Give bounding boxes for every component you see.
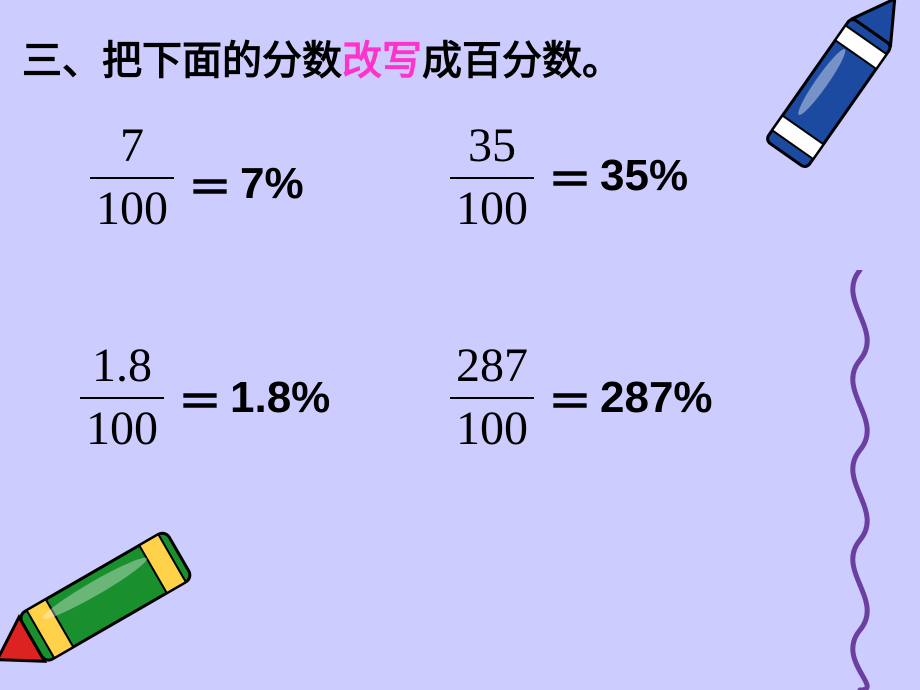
numerator: 35	[462, 120, 522, 173]
problem-1: 7 100 ＝ 7%	[90, 120, 304, 236]
problem-4: 287 100 ＝ 287%	[450, 340, 713, 456]
fraction-3: 1.8 100	[80, 340, 164, 456]
numerator: 7	[114, 120, 150, 173]
denominator: 100	[450, 403, 534, 456]
equals-sign: ＝	[178, 366, 222, 430]
problem-3: 1.8 100 ＝ 1.8%	[80, 340, 330, 456]
numerator: 1.8	[86, 340, 158, 393]
squiggle-icon	[830, 270, 890, 690]
title-post: 成百分数。	[422, 38, 622, 83]
fraction-bar	[450, 397, 534, 399]
denominator: 100	[450, 183, 534, 236]
percent-value: 287%	[600, 373, 713, 423]
page-title: 三、把下面的分数改写成百分数。	[22, 28, 622, 86]
percent-value: 35%	[600, 151, 688, 201]
fraction-bar	[450, 177, 534, 179]
fraction-1: 7 100	[90, 120, 174, 236]
percent-value: 1.8%	[230, 373, 330, 423]
numerator: 287	[450, 340, 534, 393]
denominator: 100	[80, 403, 164, 456]
crayon-bottom-left-icon	[0, 520, 210, 690]
equals-sign: ＝	[188, 152, 232, 216]
title-highlight: 改写	[342, 38, 422, 83]
equals-sign: ＝	[548, 144, 592, 208]
title-pre: 三、把下面的分数	[22, 38, 342, 83]
percent-value: 7%	[240, 159, 304, 209]
denominator: 100	[90, 183, 174, 236]
crayon-top-right-icon	[730, 0, 920, 210]
fraction-2: 35 100	[450, 120, 534, 236]
equals-sign: ＝	[548, 366, 592, 430]
fraction-bar	[90, 177, 174, 179]
fraction-bar	[80, 397, 164, 399]
fraction-4: 287 100	[450, 340, 534, 456]
problem-2: 35 100 ＝ 35%	[450, 120, 688, 236]
